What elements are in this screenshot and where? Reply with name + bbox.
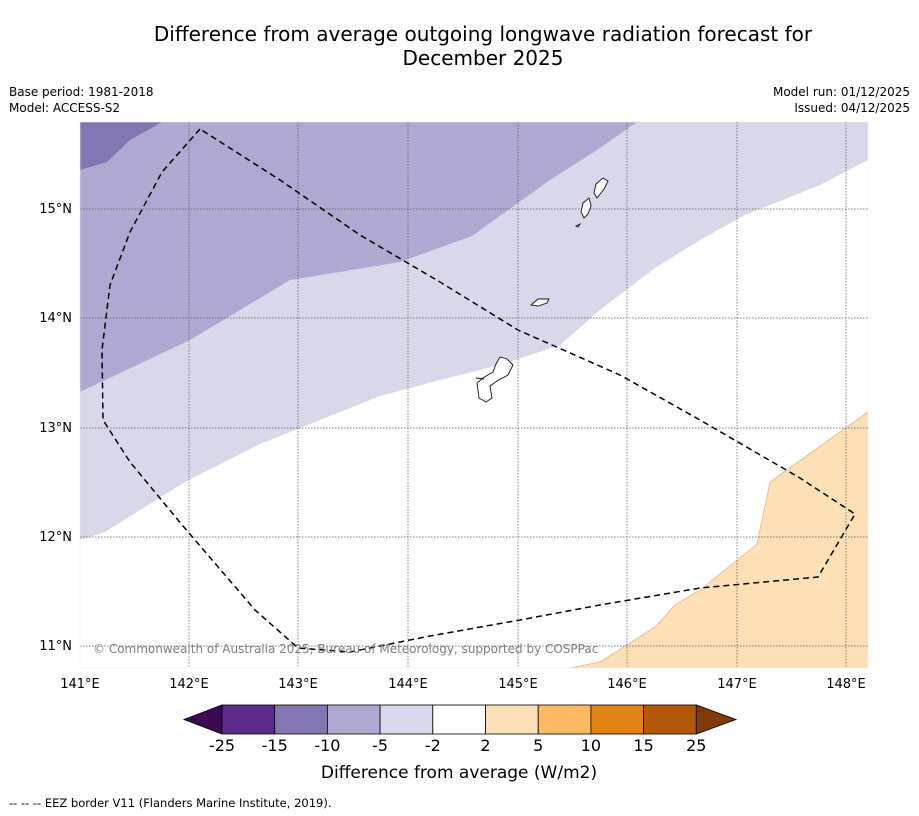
colorbar-title: Difference from average (W/m2) (321, 763, 597, 783)
colorbar-segment (485, 704, 539, 735)
map-frame (79, 121, 869, 669)
band-minus10-minus5 (80, 122, 637, 392)
lon-label: 145°E (498, 677, 538, 692)
lon-label: 144°E (388, 677, 428, 692)
band-2-5 (570, 412, 868, 668)
colorbar-extend-low (182, 704, 223, 735)
copyright-text: © Commonwealth of Australia 2025, Bureau… (93, 642, 598, 656)
colorbar-tick-label: 15 (633, 736, 653, 755)
colorbar-tick-label: 25 (686, 736, 706, 755)
anomaly-field (80, 122, 868, 668)
colorbar-extend-high (695, 704, 738, 735)
lat-label: 14°N (39, 311, 72, 326)
lat-labels: 15°N 14°N 13°N 12°N 11°N (39, 202, 72, 654)
colorbar-segment (274, 704, 328, 735)
colorbar-segment (432, 704, 486, 735)
colorbar-tick-label: -25 (209, 736, 235, 755)
eez-border (101, 128, 857, 653)
lat-label: 13°N (39, 421, 72, 436)
lon-label: 142°E (169, 677, 209, 692)
meta-right: Model run: 01/12/2025 Issued: 04/12/2025 (773, 84, 910, 116)
lat-label: 11°N (39, 639, 72, 654)
colorbar-tick-label: -10 (314, 736, 340, 755)
colorbar-segment (590, 704, 645, 735)
island-saipan (593, 177, 609, 199)
guam-reef (475, 377, 485, 380)
island-guam (476, 356, 514, 403)
lat-label: 15°N (39, 202, 72, 217)
lon-label: 143°E (278, 677, 318, 692)
colorbar-tick-label: 5 (533, 736, 543, 755)
issued-date: Issued: 04/12/2025 (794, 101, 910, 115)
island-rota (529, 298, 550, 307)
lon-label: 141°E (60, 677, 100, 692)
lon-label: 147°E (717, 677, 757, 692)
eez-footnote: -- -- -- EEZ border V11 (Flanders Marine… (9, 796, 332, 810)
lon-labels: 141°E 142°E 143°E 144°E 145°E 146°E 147°… (60, 677, 866, 692)
lat-label: 12°N (39, 530, 72, 545)
colorbar-tick-label: 10 (581, 736, 601, 755)
model-run: Model run: 01/12/2025 (772, 85, 910, 99)
islands (475, 177, 609, 403)
colorbar-tick-label: -5 (372, 736, 388, 755)
colorbar-segment (379, 704, 434, 735)
meta-left: Base period: 1981-2018 Model: ACCESS-S2 (9, 84, 154, 116)
chart-title: Difference from average outgoing longwav… (120, 22, 846, 70)
base-period: Base period: 1981-2018 (9, 85, 154, 99)
colorbar-tick-label: 2 (480, 736, 490, 755)
lon-label: 148°E (826, 677, 866, 692)
colorbar-segment (643, 704, 697, 735)
gridlines (80, 122, 868, 668)
colorbar-segment (326, 704, 381, 735)
island-aguijan (574, 222, 582, 228)
band-minus15-minus10 (80, 122, 162, 170)
island-tinian (580, 197, 592, 219)
colorbar-segment (221, 704, 276, 735)
colorbar-tick-label: -2 (425, 736, 441, 755)
title-line-2: December 2025 (402, 46, 564, 70)
model-name: Model: ACCESS-S2 (9, 101, 121, 115)
colorbar-segment (537, 704, 592, 735)
colorbar-tick-label: -15 (262, 736, 288, 755)
title-line-1: Difference from average outgoing longwav… (153, 22, 813, 46)
band-2-5-edge (569, 411, 868, 668)
lon-label: 146°E (607, 677, 647, 692)
